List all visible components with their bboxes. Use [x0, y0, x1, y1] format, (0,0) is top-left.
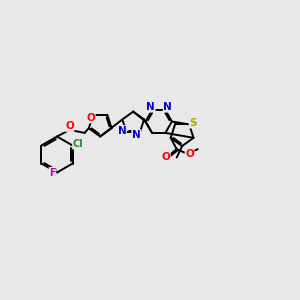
Text: O: O	[65, 121, 74, 131]
Text: N: N	[132, 130, 141, 140]
Text: O: O	[185, 149, 194, 159]
Text: N: N	[146, 102, 155, 112]
Text: S: S	[189, 118, 196, 128]
Text: O: O	[86, 113, 95, 123]
Text: Cl: Cl	[73, 139, 83, 149]
Text: F: F	[49, 167, 56, 178]
Text: O: O	[161, 152, 170, 162]
Text: N: N	[118, 126, 126, 136]
Text: N: N	[163, 102, 172, 112]
